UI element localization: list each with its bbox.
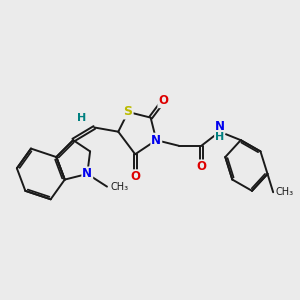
Text: O: O <box>196 160 206 173</box>
Text: H: H <box>77 112 86 123</box>
Text: O: O <box>130 170 140 183</box>
Text: O: O <box>158 94 168 107</box>
Text: H: H <box>215 132 224 142</box>
Text: N: N <box>214 120 225 133</box>
Text: N: N <box>151 134 161 147</box>
Text: CH₃: CH₃ <box>110 182 128 192</box>
Text: CH₃: CH₃ <box>276 187 294 197</box>
Text: N: N <box>82 167 92 180</box>
Text: S: S <box>124 106 133 118</box>
